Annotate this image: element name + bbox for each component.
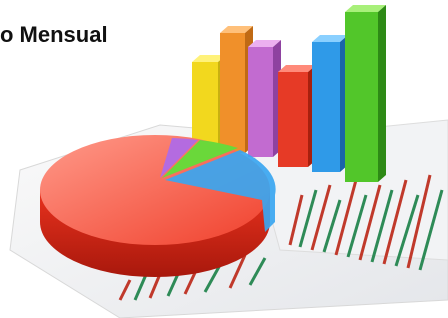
title: o Mensual [0, 22, 108, 48]
illustration: o Mensual [0, 0, 448, 318]
pie-3d [40, 135, 276, 277]
